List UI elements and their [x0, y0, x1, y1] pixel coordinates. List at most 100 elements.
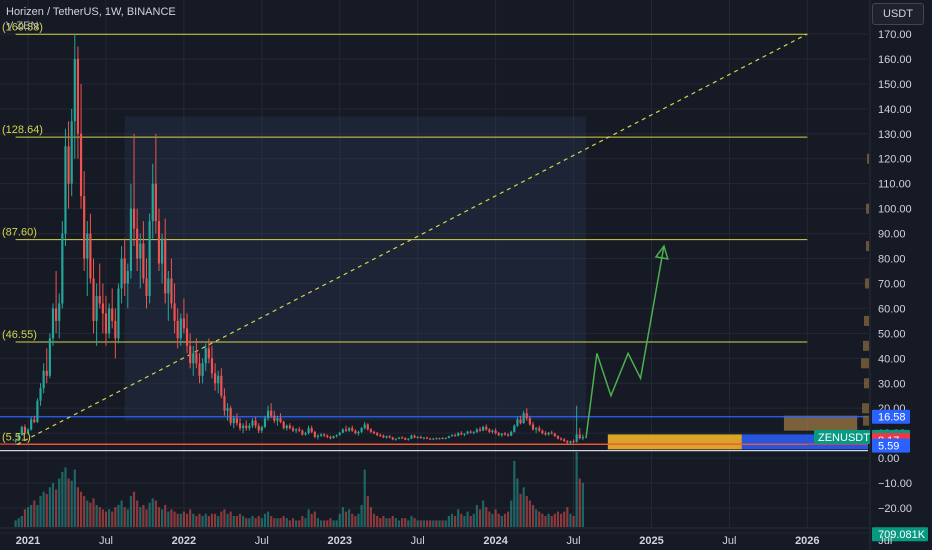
- candle-body: [369, 429, 373, 432]
- candle: [148, 213, 151, 304]
- volume-bar: [160, 509, 164, 527]
- candle: [164, 218, 167, 304]
- price-tick: 140.00: [878, 104, 912, 116]
- volume-bar: [204, 513, 207, 527]
- candle-body: [257, 425, 260, 431]
- candle: [89, 213, 92, 284]
- volume-bar: [73, 469, 76, 527]
- indicator-label: V ZEN: [6, 20, 39, 32]
- candle: [33, 415, 36, 424]
- price-tick: 170.00: [878, 29, 912, 41]
- candle: [79, 83, 83, 209]
- volume-bar: [519, 493, 522, 527]
- candle-body: [26, 429, 30, 434]
- candle: [232, 415, 235, 429]
- candle-body: [291, 428, 295, 431]
- candle: [20, 425, 23, 436]
- volume-bar: [535, 509, 538, 527]
- candle: [422, 436, 426, 440]
- volume-bar: [123, 507, 126, 527]
- candle-body: [160, 238, 164, 264]
- candle: [404, 437, 407, 441]
- candle: [472, 431, 475, 435]
- candle: [14, 439, 17, 443]
- volume-bar: [189, 509, 192, 527]
- candle: [522, 410, 525, 424]
- candle-body: [136, 228, 139, 259]
- candle: [257, 423, 260, 434]
- candle-body: [298, 429, 301, 431]
- candle-body: [17, 434, 20, 441]
- candle-body: [123, 258, 126, 284]
- candle-body: [33, 419, 36, 422]
- volume-bar: [79, 491, 83, 527]
- candle-body: [435, 438, 438, 440]
- price-tick: 40.00: [878, 353, 906, 365]
- candle-body: [469, 431, 472, 433]
- candle: [235, 413, 238, 426]
- candle-body: [413, 435, 416, 438]
- candle: [279, 413, 282, 424]
- volume-bar: [58, 478, 61, 527]
- price-tick: −10.00: [878, 478, 912, 490]
- candle: [516, 416, 519, 427]
- candle: [397, 436, 401, 440]
- price-tick: 50.00: [878, 328, 906, 340]
- candle: [73, 34, 76, 159]
- time-tick: Jul: [567, 535, 581, 547]
- candle: [401, 436, 404, 439]
- projection-path[interactable]: [585, 245, 665, 439]
- fib-label: (128.64): [2, 124, 43, 136]
- volume-bar: [344, 511, 348, 527]
- volume-bar: [48, 487, 51, 527]
- candle: [58, 293, 61, 339]
- candle-body: [111, 308, 114, 321]
- candle: [538, 425, 541, 432]
- candle: [167, 271, 170, 321]
- volume-bar: [341, 507, 344, 527]
- price-axis[interactable]: [870, 0, 932, 550]
- volume-bar: [17, 518, 20, 527]
- candle: [301, 429, 304, 436]
- candle-body: [248, 425, 251, 429]
- candle: [276, 415, 279, 426]
- volume-bar: [235, 515, 238, 527]
- candle-body: [422, 437, 426, 439]
- volume-bar: [111, 511, 114, 527]
- candle: [176, 308, 179, 349]
- candle: [528, 415, 531, 426]
- candle-body: [376, 433, 379, 436]
- candle-body: [70, 121, 73, 184]
- candle: [407, 438, 410, 441]
- volume-profile-bar: [866, 241, 869, 252]
- symbol-tag-bg: [814, 429, 870, 444]
- candle: [304, 431, 307, 436]
- volume-bar: [298, 520, 301, 527]
- volume-bar: [450, 513, 454, 527]
- candle-body: [394, 438, 397, 440]
- volume-bar: [472, 513, 475, 527]
- candle-body: [491, 430, 494, 432]
- volume-bar: [478, 509, 482, 527]
- candle-body: [522, 413, 525, 424]
- candle: [447, 435, 450, 439]
- grid-lines: [0, 0, 886, 534]
- volume-bar: [326, 520, 329, 527]
- candle: [108, 303, 111, 339]
- volume-bar: [67, 478, 70, 527]
- candle-body: [351, 428, 354, 431]
- candle: [98, 263, 101, 309]
- candle: [123, 238, 126, 296]
- candle-body: [139, 243, 142, 259]
- candle-body: [45, 370, 48, 376]
- candle: [42, 363, 45, 394]
- candle: [319, 433, 323, 437]
- time-tick: 2021: [16, 535, 40, 547]
- currency-button[interactable]: USDT: [872, 3, 924, 25]
- candle: [488, 428, 491, 434]
- candle-body: [516, 419, 519, 426]
- volume-bar: [506, 511, 510, 527]
- candle-body: [295, 429, 298, 431]
- volume-bar: [510, 500, 513, 527]
